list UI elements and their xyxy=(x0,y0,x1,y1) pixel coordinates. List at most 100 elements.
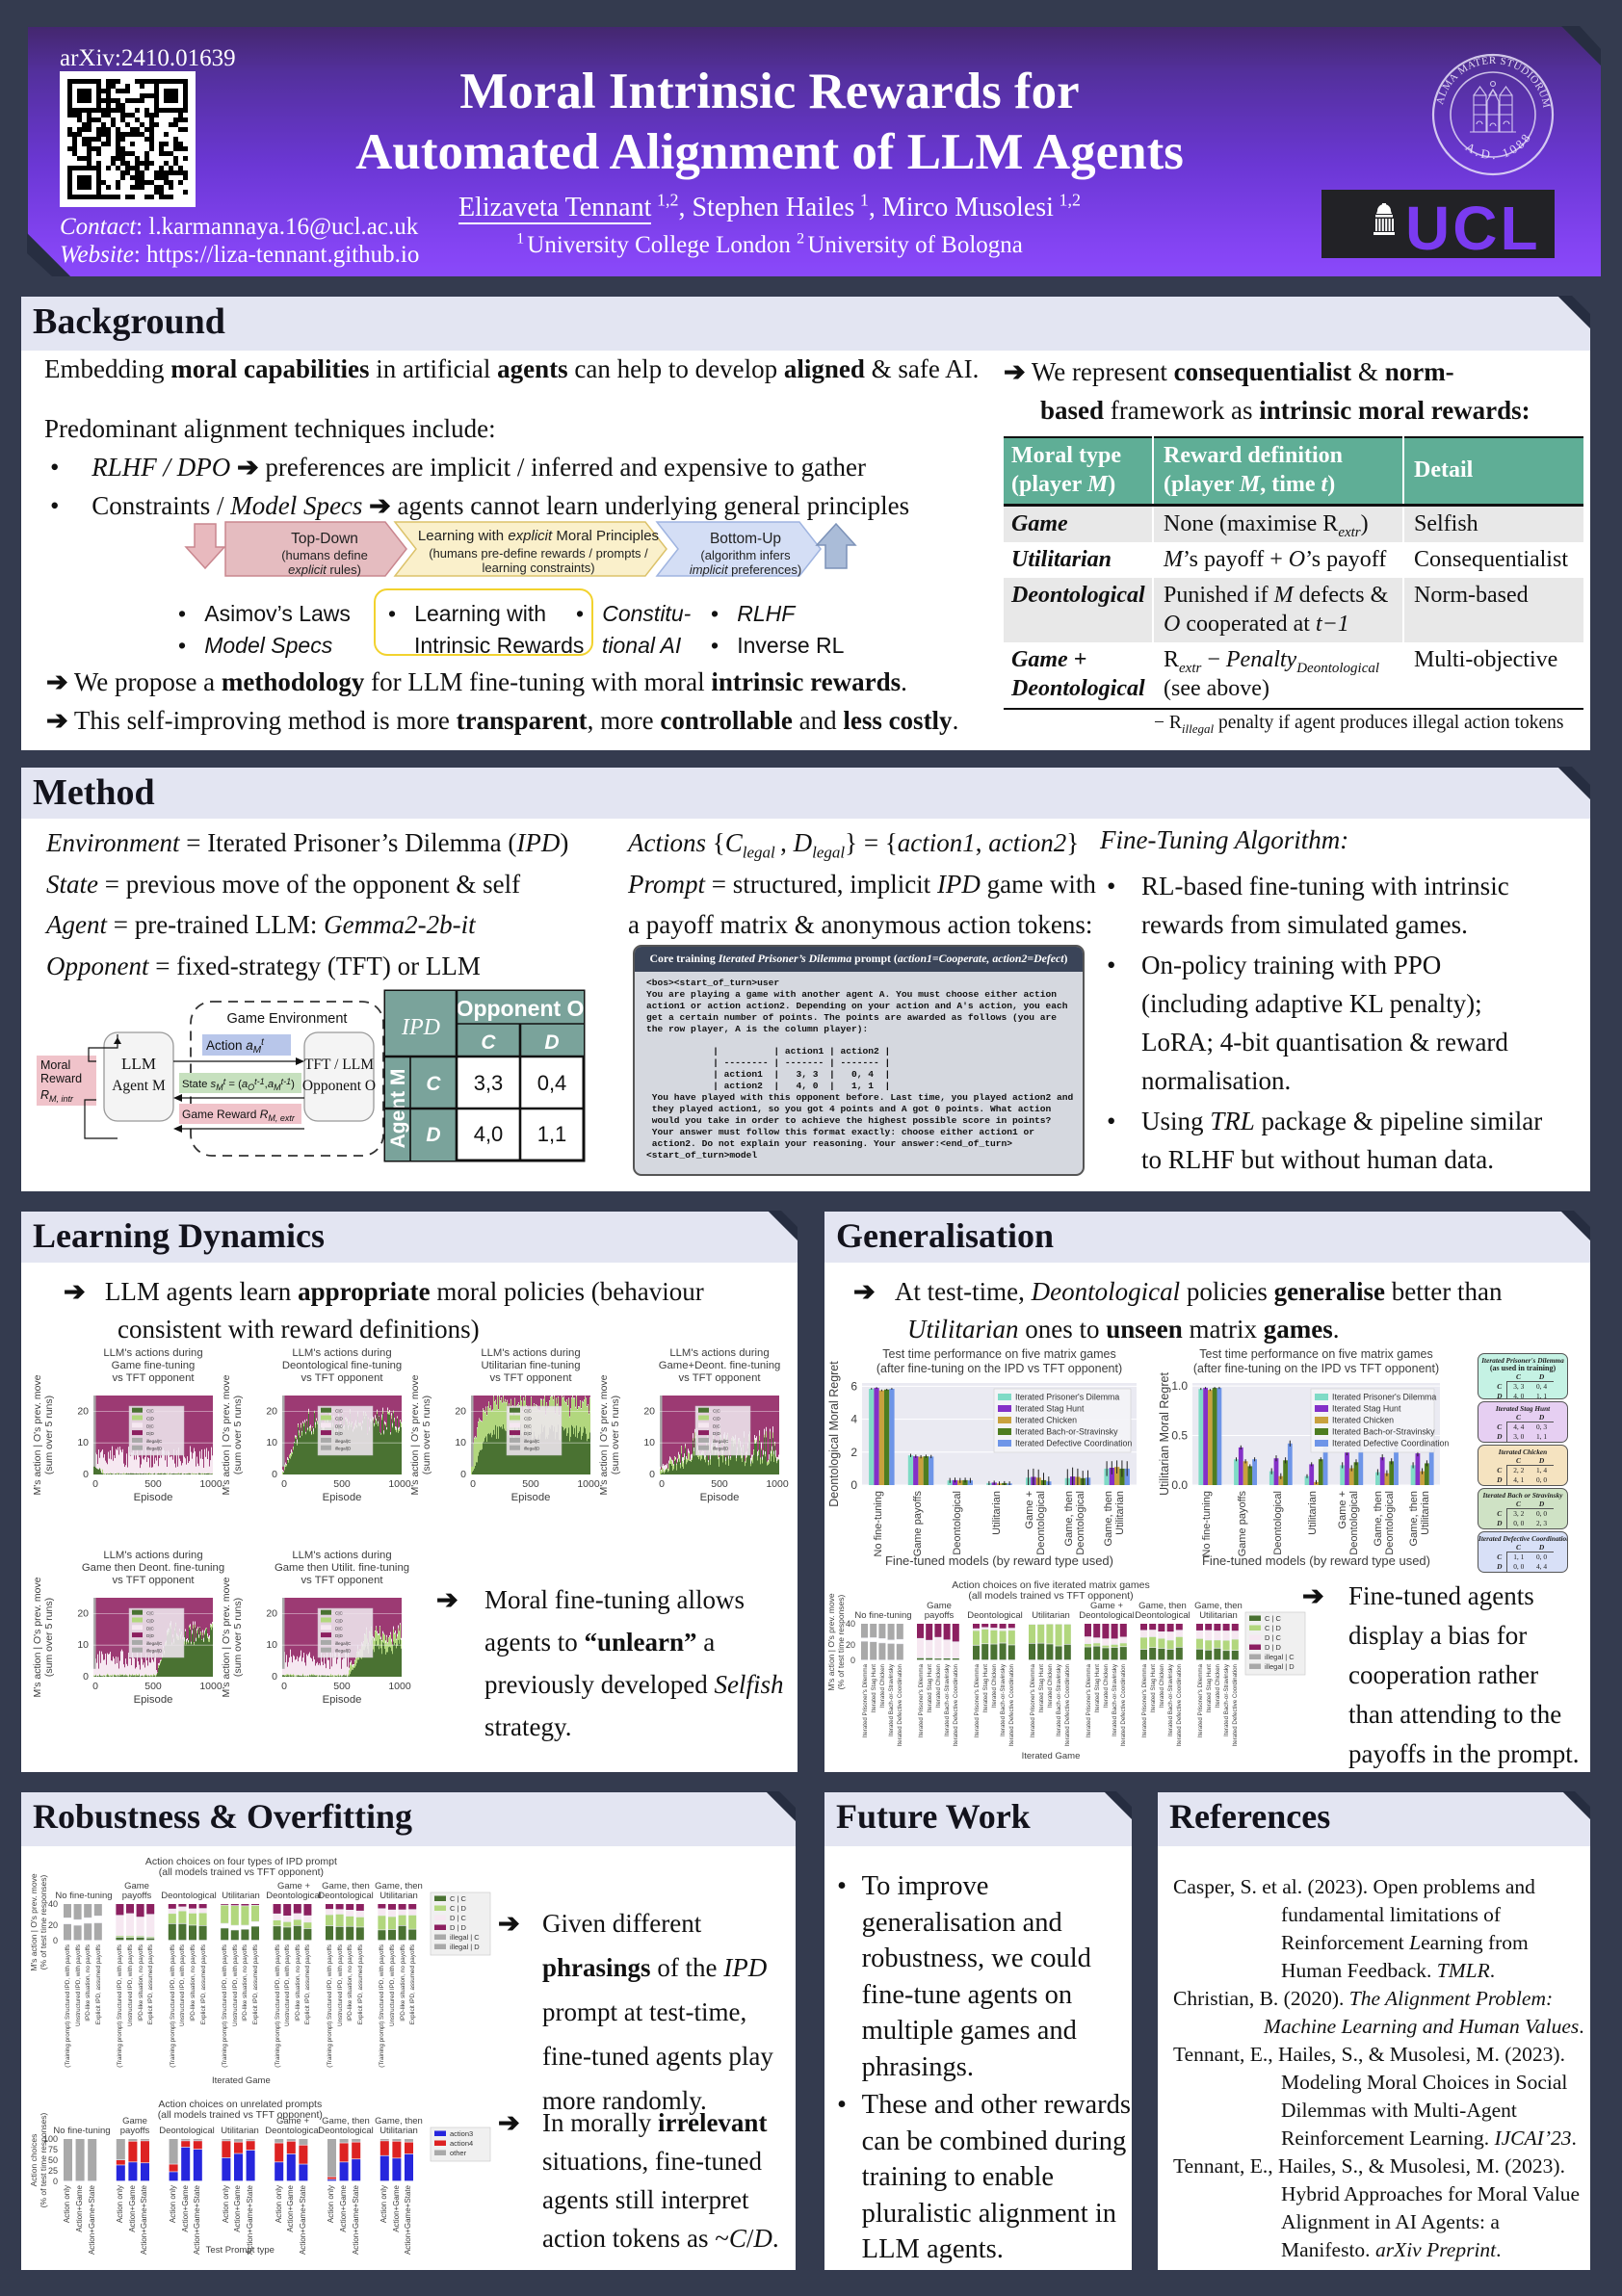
svg-text:Deontological: Deontological xyxy=(265,2126,321,2136)
svg-text:Iterated Prisoner's Dilemma: Iterated Prisoner's Dilemma xyxy=(974,1663,981,1737)
svg-text:Unstructured IPD, with payoffs: Unstructured IPD, with payoffs xyxy=(75,1944,82,2026)
svg-text:Game Reward RM, extr: Game Reward RM, extr xyxy=(182,1108,296,1123)
svg-text:Iterated Prisoner's Dilemma: Iterated Prisoner's Dilemma xyxy=(1197,1663,1204,1737)
svg-text:No fine-tuning: No fine-tuning xyxy=(55,1891,112,1901)
svg-text:Utilitarian fine-tuning: Utilitarian fine-tuning xyxy=(482,1360,581,1371)
svg-text:Iterated Chicken: Iterated Chicken xyxy=(935,1663,942,1708)
svg-text:illegal|D: illegal|D xyxy=(335,1649,352,1654)
svg-text:payoffs: payoffs xyxy=(120,2126,150,2136)
svg-text:Iterated Defective Coordinatio: Iterated Defective Coordination xyxy=(1120,1663,1127,1746)
svg-text:vs TFT opponent: vs TFT opponent xyxy=(113,1575,196,1586)
svg-text:(all models trained vs TFT opp: (all models trained vs TFT opponent) xyxy=(158,2109,323,2121)
svg-text:Deontological: Deontological xyxy=(952,1491,963,1555)
svg-text:Iterated Stag Hunt: Iterated Stag Hunt xyxy=(1038,1664,1045,1713)
svg-text:D|D: D|D xyxy=(146,1633,155,1638)
svg-text:Iterated Bach-or-Stravinsky: Iterated Bach-or-Stravinsky xyxy=(1015,1427,1118,1437)
svg-text:D|C: D|C xyxy=(713,1423,721,1428)
svg-text:Iterated Chicken: Iterated Chicken xyxy=(879,1663,886,1708)
svg-text:Game payoffs: Game payoffs xyxy=(1237,1491,1248,1557)
svg-text:Deontological: Deontological xyxy=(318,2126,374,2136)
svg-text:LLM's actions during: LLM's actions during xyxy=(292,1550,391,1561)
svg-text:10: 10 xyxy=(77,1639,89,1651)
svg-text:Iterated Bach-or-Stravinsky: Iterated Bach-or-Stravinsky xyxy=(1112,1663,1118,1736)
svg-text:Action+Game: Action+Game xyxy=(128,2184,137,2231)
svg-text:UCL: UCL xyxy=(1405,194,1541,258)
svg-text:0.5: 0.5 xyxy=(1171,1429,1188,1443)
svg-text:Iterated Stag Hunt: Iterated Stag Hunt xyxy=(1332,1404,1401,1414)
svg-text:1000: 1000 xyxy=(577,1478,600,1490)
svg-text:Deontological fine-tuning: Deontological fine-tuning xyxy=(282,1360,402,1371)
svg-text:D | C: D | C xyxy=(1265,1633,1282,1642)
svg-text:Deontological Moral Regret: Deontological Moral Regret xyxy=(827,1361,841,1507)
svg-text:Action+Game+State: Action+Game+State xyxy=(352,2184,360,2255)
svg-text:(sum over 5 runs): (sum over 5 runs) xyxy=(232,1598,244,1677)
svg-text:Game: Game xyxy=(122,2116,147,2126)
svg-text:Game, then: Game, then xyxy=(1194,1601,1243,1611)
svg-text:M's action | O's prev. move: M's action | O's prev. move xyxy=(29,1873,39,1970)
svg-text:Game Environment: Game Environment xyxy=(227,1011,348,1027)
svg-text:learning constraints): learning constraints) xyxy=(482,561,594,575)
svg-text:Action only: Action only xyxy=(222,2185,230,2223)
svg-text:Test time performance on five: Test time performance on five matrix gam… xyxy=(882,1347,1115,1361)
svg-text:Iterated Chicken: Iterated Chicken xyxy=(1103,1663,1110,1708)
svg-text:LLM's actions during: LLM's actions during xyxy=(669,1347,769,1359)
svg-text:0: 0 xyxy=(83,1671,89,1683)
svg-text:D|C: D|C xyxy=(146,1423,155,1428)
svg-text:(sum over 5 runs): (sum over 5 runs) xyxy=(610,1396,621,1474)
svg-text:Game +: Game + xyxy=(277,1881,311,1892)
svg-text:Game, then: Game, then xyxy=(1138,1601,1187,1611)
svg-text:0.0: 0.0 xyxy=(1171,1478,1188,1492)
svg-text:Action only: Action only xyxy=(379,2185,388,2223)
svg-text:Iterated Chicken: Iterated Chicken xyxy=(991,1663,998,1708)
svg-text:500: 500 xyxy=(144,1681,162,1692)
svg-text:(all models trained vs TFT opp: (all models trained vs TFT opponent) xyxy=(159,1866,324,1878)
svg-text:Game, then: Game, then xyxy=(375,1881,423,1892)
svg-text:IPD-like situation, no payoffs: IPD-like situation, no payoffs xyxy=(347,1944,353,2022)
svg-text:Iterated Game: Iterated Game xyxy=(212,2075,271,2086)
svg-text:Reward: Reward xyxy=(40,1072,82,1085)
svg-text:D: D xyxy=(544,1031,559,1054)
svg-text:Utilitarian: Utilitarian xyxy=(222,1891,260,1901)
svg-text:C|D: C|D xyxy=(713,1417,721,1422)
svg-text:M's action | O's prev. move: M's action | O's prev. move xyxy=(32,1374,43,1495)
svg-text:illegal|D: illegal|D xyxy=(335,1447,352,1451)
svg-text:0: 0 xyxy=(470,1478,476,1490)
svg-text:Explicit IPD, assumed payoffs: Explicit IPD, assumed payoffs xyxy=(357,1944,364,2024)
svg-text:Bottom-Up: Bottom-Up xyxy=(710,531,781,547)
svg-text:(after fine-tuning on the IPD: (after fine-tuning on the IPD vs TFT opp… xyxy=(1193,1362,1439,1375)
svg-text:Explicit IPD, assumed payoffs: Explicit IPD, assumed payoffs xyxy=(252,1944,259,2024)
svg-text:Action only: Action only xyxy=(275,2185,283,2223)
svg-text:20: 20 xyxy=(266,1405,277,1417)
svg-text:4,0: 4,0 xyxy=(474,1122,504,1146)
svg-text:action3: action3 xyxy=(450,2129,473,2138)
svg-text:100: 100 xyxy=(43,2134,58,2144)
svg-text:C|C: C|C xyxy=(713,1409,721,1414)
svg-text:1000: 1000 xyxy=(199,1681,222,1692)
svg-text:vs TFT opponent: vs TFT opponent xyxy=(490,1372,573,1384)
svg-text:illegal|D: illegal|D xyxy=(146,1649,163,1654)
svg-text:20: 20 xyxy=(77,1607,89,1619)
svg-text:C|C: C|C xyxy=(335,1409,344,1414)
svg-text:Action choices on unrelated pr: Action choices on unrelated prompts xyxy=(158,2099,322,2110)
svg-text:Iterated Prisoner's Dilemma: Iterated Prisoner's Dilemma xyxy=(1332,1393,1436,1402)
svg-text:(sum over 5 runs): (sum over 5 runs) xyxy=(421,1396,432,1474)
svg-text:C: C xyxy=(426,1073,441,1095)
svg-text:M's action | O's prev. move: M's action | O's prev. move xyxy=(221,1374,232,1495)
svg-text:0: 0 xyxy=(460,1469,466,1480)
svg-text:D|D: D|D xyxy=(713,1431,721,1436)
svg-text:500: 500 xyxy=(711,1478,728,1490)
svg-text:500: 500 xyxy=(333,1681,351,1692)
svg-text:Action+Game: Action+Game xyxy=(339,2184,348,2231)
svg-text:illegal|C: illegal|C xyxy=(524,1439,540,1444)
svg-text:Iterated Defective Coordinatio: Iterated Defective Coordination xyxy=(1015,1439,1132,1448)
svg-text:LLM's actions during: LLM's actions during xyxy=(103,1550,202,1561)
svg-text:Iterated Defective Coordinatio: Iterated Defective Coordination xyxy=(1176,1663,1183,1746)
svg-text:D | C: D | C xyxy=(450,1914,467,1922)
svg-text:Deontological: Deontological xyxy=(1079,1610,1135,1621)
svg-text:Action+Game: Action+Game xyxy=(286,2184,295,2231)
svg-text:Utilitarian: Utilitarian xyxy=(379,1891,418,1901)
svg-text:Iterated Prisoner's Dilemma: Iterated Prisoner's Dilemma xyxy=(1015,1393,1119,1402)
svg-text:0: 0 xyxy=(272,1671,277,1683)
svg-text:Action+Game: Action+Game xyxy=(181,2184,190,2231)
svg-text:C|C: C|C xyxy=(524,1409,533,1414)
